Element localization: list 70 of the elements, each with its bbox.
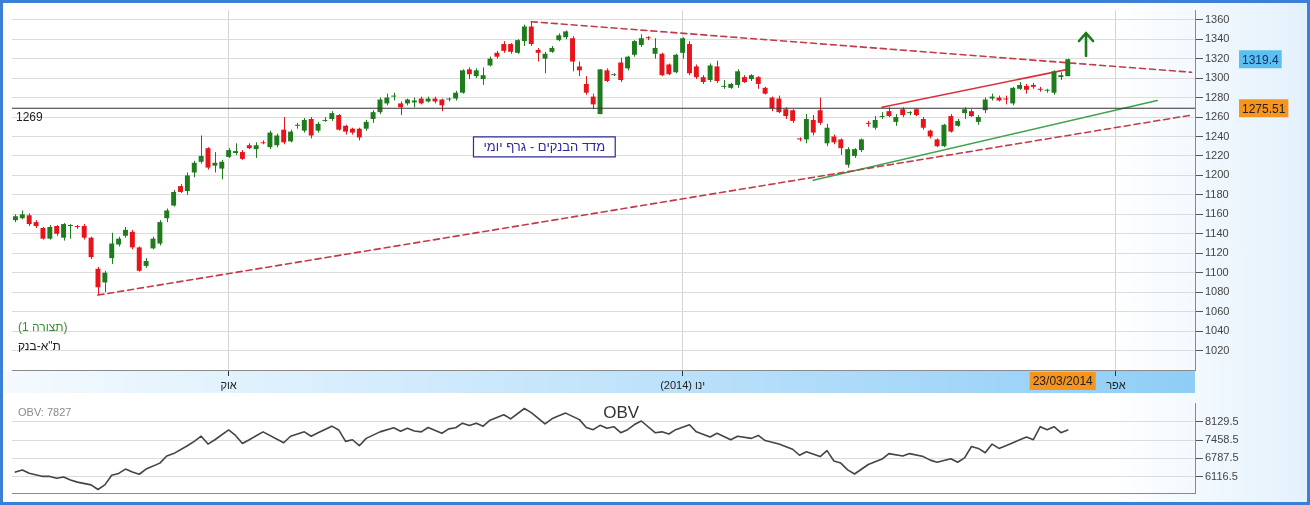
candlestick (212, 151, 218, 173)
candlestick (803, 113, 809, 144)
text: 1319.4 (1242, 52, 1280, 67)
candlestick (570, 35, 576, 72)
y-tick-label: 7458.5 (1205, 433, 1239, 446)
candlestick (1010, 86, 1016, 106)
y-tick-label: 1040 (1205, 324, 1230, 337)
y-tick-label: 1320 (1205, 51, 1230, 64)
y-tick-label: 1360 (1205, 12, 1230, 25)
candlestick (219, 159, 225, 180)
candlestick (680, 36, 686, 60)
x-tick-label: אפר (1106, 378, 1126, 391)
y-tick-label: 1340 (1205, 32, 1230, 45)
candlestick (817, 97, 823, 126)
candlestick (707, 63, 713, 83)
annotation: ת"א-בנק (17, 339, 61, 354)
candlestick (735, 68, 741, 89)
y-tick-label: 1300 (1205, 71, 1230, 84)
text: 1275.51 (1242, 101, 1286, 116)
candlestick (67, 223, 73, 240)
candlestick (460, 68, 465, 95)
chart-title: OBV (603, 402, 640, 422)
candlestick (673, 53, 679, 74)
y-tick-label: 1060 (1205, 304, 1230, 317)
candlestick (845, 146, 851, 169)
y-tick-label: 1120 (1205, 246, 1229, 259)
y-tick-label: 1200 (1205, 168, 1230, 181)
candlestick (267, 130, 273, 150)
candlestick (95, 266, 101, 296)
y-tick-label: 1020 (1205, 343, 1230, 356)
candlestick (583, 75, 589, 96)
y-tick-label: 1100 (1205, 265, 1229, 278)
candlestick (281, 116, 287, 145)
candlestick (941, 123, 947, 148)
candlestick (810, 114, 816, 137)
candlestick (521, 24, 527, 47)
x-tick-label: אוק (220, 378, 237, 391)
annotation: (תצורה 1) (17, 320, 68, 335)
candlestick (102, 270, 108, 293)
y-tick-label: 8129.5 (1205, 414, 1239, 427)
candlestick (129, 229, 135, 250)
candlestick (528, 21, 534, 47)
candlestick (824, 123, 830, 147)
candlestick (136, 245, 142, 273)
candlestick (184, 171, 190, 196)
y-tick-label: 6787.5 (1205, 451, 1239, 464)
y-tick-label: 1220 (1205, 148, 1230, 161)
y-tick-label: 1180 (1205, 187, 1229, 200)
candlestick (659, 52, 665, 77)
candlestick (618, 57, 624, 83)
candlestick (542, 51, 548, 74)
y-tick-label: 1280 (1205, 90, 1230, 103)
text: 23/03/2014 (1032, 374, 1094, 389)
y-tick-label: 1080 (1205, 285, 1230, 298)
ref-line-label: 1269 (16, 109, 44, 124)
x-tick-label: ינו (2014) (660, 378, 706, 391)
candlestick (198, 135, 204, 165)
text: מדד הבנקים - גרף יומי (483, 139, 606, 155)
candlestick (157, 219, 163, 246)
candlestick (652, 37, 658, 60)
candlestick (308, 116, 314, 139)
candlestick (109, 232, 115, 265)
y-tick-label: 1240 (1205, 129, 1230, 142)
candlestick (948, 113, 954, 134)
y-tick-label: 1160 (1205, 207, 1229, 220)
y-tick-label: 1260 (1205, 110, 1230, 123)
annotation: OBV: 7827 (18, 406, 72, 419)
candlestick (88, 236, 94, 260)
y-tick-label: 1140 (1205, 226, 1229, 239)
y-tick-label: 6116.5 (1205, 469, 1238, 482)
